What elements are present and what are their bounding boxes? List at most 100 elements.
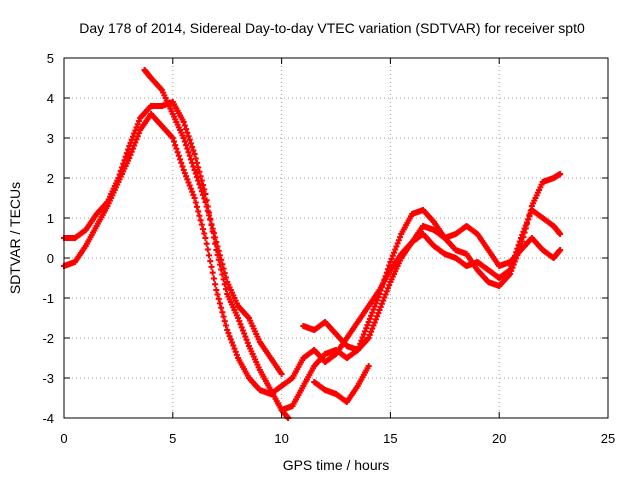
data-point xyxy=(183,173,190,180)
y-tick-label: 1 xyxy=(47,211,54,226)
data-point xyxy=(230,342,237,349)
data-point xyxy=(362,328,369,335)
data-point xyxy=(218,256,225,263)
data-point xyxy=(178,159,185,166)
x-axis-label: GPS time / hours xyxy=(283,457,390,473)
data-point xyxy=(197,217,204,224)
data-point xyxy=(201,195,208,202)
data-point xyxy=(193,174,200,181)
data-point xyxy=(193,203,200,210)
data-point xyxy=(189,159,196,166)
data-point xyxy=(177,156,184,163)
data-point xyxy=(203,240,210,247)
data-point xyxy=(213,239,220,245)
series-arc-3 xyxy=(141,67,285,377)
y-tick-label: -4 xyxy=(42,411,54,426)
data-point xyxy=(198,188,205,195)
y-axis: 5 4 3 2 1 0 -1 -2 -3 -4 xyxy=(42,51,608,426)
data-point xyxy=(517,235,524,241)
data-point xyxy=(195,177,202,184)
series-arc-6 xyxy=(300,223,564,353)
data-point xyxy=(233,351,240,358)
data-point xyxy=(179,163,186,170)
data-point xyxy=(557,171,564,177)
data-point xyxy=(184,145,191,152)
data-point xyxy=(197,184,204,191)
data-point xyxy=(221,270,228,277)
data-point xyxy=(192,199,199,206)
data-point xyxy=(173,145,180,152)
data-point xyxy=(134,133,141,140)
data-point xyxy=(195,208,202,215)
x-tick-label: 0 xyxy=(60,431,67,446)
data-point xyxy=(237,321,244,328)
data-point xyxy=(375,310,382,317)
data-point xyxy=(370,322,377,329)
data-point xyxy=(359,334,366,341)
data-point xyxy=(278,371,285,377)
data-point xyxy=(190,163,197,170)
data-point xyxy=(214,291,221,298)
data-point xyxy=(369,309,376,316)
data-point xyxy=(206,212,213,219)
data-point xyxy=(239,327,246,334)
data-point xyxy=(191,167,198,173)
data-point xyxy=(220,313,227,320)
data-point xyxy=(229,339,236,346)
data-point xyxy=(216,300,223,307)
x-tick-label: 25 xyxy=(601,431,615,446)
data-point xyxy=(368,328,375,335)
y-tick-label: 3 xyxy=(47,131,54,146)
data-point xyxy=(128,148,135,155)
data-point xyxy=(180,167,187,173)
data-point xyxy=(227,336,234,343)
series-arc-7 xyxy=(311,363,372,405)
data-point xyxy=(371,319,378,326)
y-tick-label: 0 xyxy=(47,251,54,266)
data-point xyxy=(129,145,136,152)
data-point xyxy=(135,130,142,137)
data-point xyxy=(376,307,383,313)
data-point xyxy=(122,153,129,160)
data-point xyxy=(391,249,398,256)
data-point xyxy=(222,274,229,281)
data-point xyxy=(183,142,190,149)
data-point xyxy=(174,149,181,156)
data-point xyxy=(210,230,217,237)
data-point xyxy=(365,319,372,325)
data-point xyxy=(216,252,223,259)
data-point xyxy=(200,226,207,233)
data-point xyxy=(201,230,208,237)
data-point xyxy=(524,219,531,226)
data-point xyxy=(191,151,198,157)
data-point xyxy=(186,182,193,189)
data-point xyxy=(126,155,133,161)
data-point xyxy=(365,363,372,369)
y-tick-label: -2 xyxy=(42,331,54,346)
data-point xyxy=(204,246,211,253)
data-point xyxy=(185,179,192,186)
data-point xyxy=(386,282,393,289)
data-point xyxy=(185,133,192,140)
data-point xyxy=(231,345,238,352)
data-point xyxy=(557,231,564,237)
data-point xyxy=(243,336,250,343)
data-point xyxy=(172,142,179,149)
chart-title: Day 178 of 2014, Sidereal Day-to-day VTE… xyxy=(79,20,585,36)
data-point xyxy=(236,318,243,325)
x-tick-label: 5 xyxy=(169,431,176,446)
data-point xyxy=(192,170,199,177)
data-point xyxy=(384,285,391,292)
data-point xyxy=(209,269,216,276)
data-point xyxy=(215,247,222,254)
data-point xyxy=(219,261,226,268)
data-points xyxy=(61,67,564,421)
data-point xyxy=(389,252,396,259)
data-point xyxy=(181,138,188,145)
data-point xyxy=(395,237,402,244)
series-arc-4 xyxy=(278,171,564,413)
y-tick-label: -3 xyxy=(42,371,54,386)
data-point xyxy=(202,199,209,205)
data-point xyxy=(208,221,215,228)
data-point xyxy=(226,333,233,340)
